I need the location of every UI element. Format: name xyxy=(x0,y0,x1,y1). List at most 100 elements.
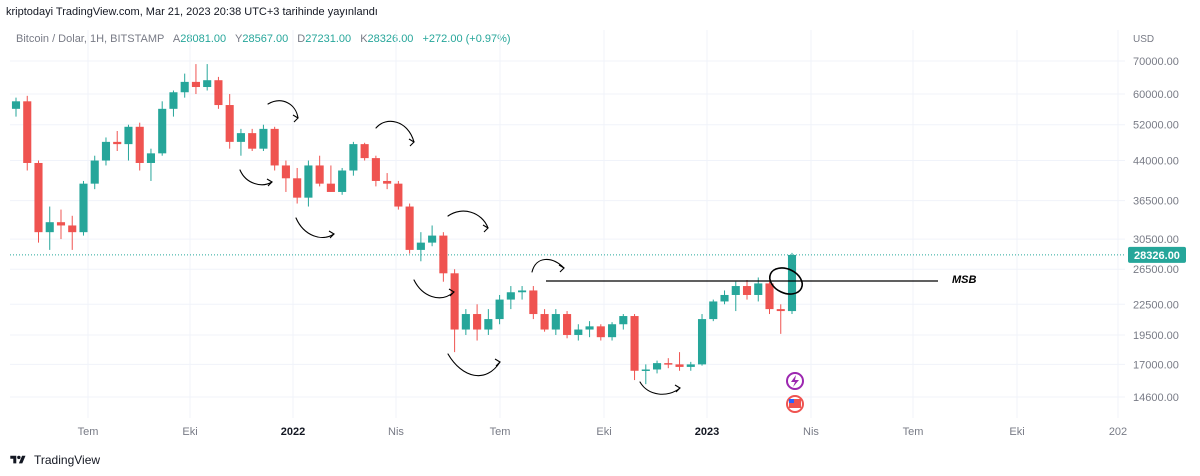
candle-body xyxy=(596,326,605,338)
curved-arrow xyxy=(239,169,273,186)
candle-body xyxy=(608,324,617,338)
price-axis[interactable]: USD 70000.00 60000.00 52000.00 44000.00 36500… xyxy=(1128,34,1186,404)
time-tick-label: 2023 xyxy=(695,426,719,438)
current-price-badge xyxy=(1128,246,1186,263)
candle-body xyxy=(776,309,785,312)
price-tick-label: 19500.00 xyxy=(1133,330,1179,342)
candle-body xyxy=(214,80,223,106)
price-tick-label: 60000.00 xyxy=(1133,89,1179,101)
curved-arrow xyxy=(267,100,299,119)
lightning-bolt xyxy=(791,375,799,387)
msb-label: MSB xyxy=(952,274,977,286)
price-tick-label: 36500.00 xyxy=(1133,196,1179,208)
price-tick-label: 26500.00 xyxy=(1133,264,1179,276)
candle-body xyxy=(45,222,54,233)
candle-body xyxy=(23,101,32,163)
open-value: 28081.00 xyxy=(180,33,227,45)
candle-body xyxy=(371,158,380,181)
candle-body xyxy=(191,81,200,88)
flag-body xyxy=(789,399,801,408)
candle-body xyxy=(293,178,302,198)
candle-body xyxy=(169,92,178,109)
arrow-head xyxy=(674,384,681,393)
curved-arrow xyxy=(531,258,565,273)
time-tick-label: 202 xyxy=(1109,426,1127,438)
candle-body xyxy=(664,363,673,365)
publish-info: kriptodayi TradingView.com, Mar 21, 2023… xyxy=(6,6,378,18)
candle-body xyxy=(180,81,189,93)
low-value: 27231.00 xyxy=(305,33,352,45)
price-tick-label: 14600.00 xyxy=(1133,392,1179,404)
breakout-ellipse xyxy=(768,267,804,295)
time-tick-label: Tem xyxy=(903,426,924,438)
arrow-head xyxy=(494,358,501,367)
candle-body xyxy=(124,126,133,145)
candle-body xyxy=(68,225,77,233)
candles xyxy=(11,64,797,385)
candle-body xyxy=(731,286,740,295)
candle-body xyxy=(506,292,515,300)
candle-body xyxy=(405,206,414,250)
candle-body xyxy=(304,165,313,198)
candle-body xyxy=(529,290,538,315)
arrow-head xyxy=(482,224,489,233)
curved-arrow xyxy=(447,210,489,229)
candle-body xyxy=(113,141,122,145)
tradingview-logo-icon xyxy=(10,455,26,464)
candle-body xyxy=(90,160,99,184)
high-label: Y xyxy=(235,33,243,45)
time-tick-label: Tem xyxy=(78,426,99,438)
arrow-head xyxy=(328,230,335,239)
candle-body xyxy=(450,273,459,330)
us-flag-event-icon[interactable] xyxy=(786,395,804,413)
price-tick-label: 70000.00 xyxy=(1133,56,1179,68)
time-tick-label: Nis xyxy=(388,426,404,438)
lightning-event-icon[interactable] xyxy=(786,372,804,390)
candle-body xyxy=(574,329,583,335)
grid xyxy=(10,30,1125,418)
candle-body xyxy=(686,364,695,367)
candle-body xyxy=(585,326,594,330)
candle-body xyxy=(281,165,290,179)
candle-body xyxy=(146,153,156,163)
symbol-name[interactable]: Bitcoin / Dolar, 1H, BITSTAMP xyxy=(16,33,165,45)
candle-body xyxy=(101,141,111,161)
annotations: MSB xyxy=(239,100,977,395)
candle-body xyxy=(383,180,392,184)
candle-body xyxy=(765,283,774,310)
candle-body xyxy=(697,319,707,365)
candle-body xyxy=(563,314,572,335)
candle-body xyxy=(754,283,763,295)
candle-body xyxy=(428,235,437,243)
time-tick-label: 2022 xyxy=(281,426,305,438)
candle-body xyxy=(461,314,470,330)
arrow-head xyxy=(558,264,565,273)
event-icons[interactable] xyxy=(786,372,804,413)
candle-body xyxy=(225,105,234,142)
candle-body xyxy=(315,165,324,184)
candle-body xyxy=(326,183,335,192)
high-value: 28567.00 xyxy=(242,33,289,45)
candle-body xyxy=(641,369,650,371)
candle-body xyxy=(11,101,21,109)
time-tick-label: Tem xyxy=(490,426,511,438)
candle-body xyxy=(675,364,684,367)
candle-body xyxy=(495,299,504,320)
time-axis[interactable]: Tem Eki 2022 Nis Tem Eki 2023 Nis Tem Eki 202 xyxy=(78,426,1128,438)
close-value: 28326.00 xyxy=(367,33,414,45)
candle-body xyxy=(270,128,279,166)
candle-body xyxy=(135,126,144,163)
curved-arrow xyxy=(413,279,455,299)
candle-body xyxy=(259,128,268,149)
symbol-legend: Bitcoin / Dolar, 1H, BITSTAMP A28081.00 … xyxy=(16,33,511,45)
candle-body xyxy=(551,314,560,330)
price-axis-currency: USD xyxy=(1133,34,1154,45)
candle-body xyxy=(158,108,167,154)
time-tick-label: Eki xyxy=(1009,426,1024,438)
candle-body xyxy=(394,183,403,207)
candle-body xyxy=(484,319,493,330)
candle-body xyxy=(349,144,358,171)
candle-body xyxy=(439,235,448,274)
flag-canton xyxy=(789,399,794,403)
